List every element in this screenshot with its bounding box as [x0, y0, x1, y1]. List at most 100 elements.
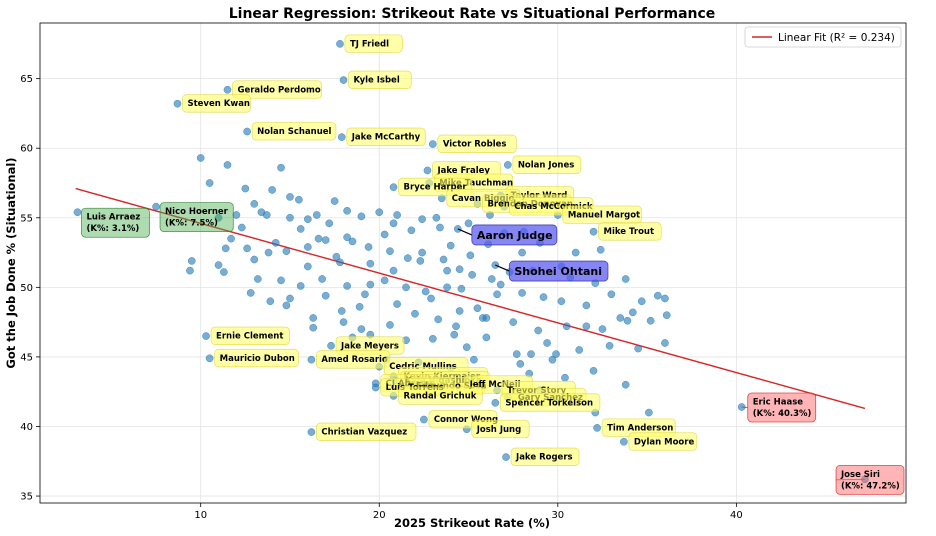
label-name: Nolan Jones: [518, 160, 575, 170]
data-point: [246, 289, 255, 297]
point-label: Ernie Clement: [210, 326, 290, 345]
label-box: [214, 348, 299, 368]
point-label: Mauricio Dubon: [214, 348, 299, 368]
point-label: Nico Hoerner (K%: 7.5%): [159, 202, 234, 233]
plot-frame: [39, 22, 907, 504]
data-point: [646, 316, 655, 325]
data-point: [434, 315, 443, 324]
data-point: [443, 283, 451, 292]
label-box: [251, 122, 337, 141]
point-label: Jose Siri(K%: 47.2%): [835, 464, 905, 495]
data-point: [343, 282, 351, 290]
data-point: [512, 350, 521, 358]
data-point: [402, 283, 410, 292]
data-point: [296, 282, 305, 290]
data-point: [227, 234, 235, 243]
data-point-labeled: [205, 354, 214, 363]
label-name: Jake McCarthy: [351, 133, 421, 143]
data-point-labeled: [503, 161, 512, 169]
data-point: [470, 355, 478, 364]
data-point: [243, 244, 251, 253]
label-box: [437, 134, 517, 153]
point-label: Luis Arraez(K%: 3.1%): [81, 207, 150, 238]
point-label: Eric Haase(K%: 40.3%): [741, 392, 817, 423]
data-point: [250, 255, 259, 264]
point-label: Victor Robles: [437, 134, 517, 153]
data-point: [439, 255, 448, 264]
data-point: [552, 350, 560, 358]
data-point: [623, 316, 632, 325]
data-point: [393, 211, 401, 219]
point-label: Josh Jung: [471, 419, 530, 439]
data-point: [361, 290, 369, 299]
data-point: [386, 247, 394, 256]
label-name: Jake Fraley: [436, 166, 490, 176]
data-point-labeled: [202, 332, 210, 340]
data-point: [464, 219, 473, 228]
chart-title: Linear Regression: Strikeout Rate vs Sit…: [229, 6, 716, 22]
data-point: [286, 213, 294, 222]
data-point-labeled: [593, 424, 601, 432]
x-tick-label: 40: [730, 510, 743, 521]
data-point: [482, 333, 491, 342]
data-point: [462, 343, 471, 352]
data-point: [348, 237, 357, 246]
data-point: [496, 280, 505, 289]
data-point: [223, 161, 232, 169]
label-note: (K%: 3.1%): [86, 224, 139, 234]
label-name: Amed Rosario: [321, 355, 388, 365]
y-tick-label: 55: [20, 213, 33, 224]
label-box: [348, 70, 412, 89]
point-label: Nolan Schanuel: [251, 122, 337, 141]
data-point: [661, 294, 669, 303]
label-box: [316, 422, 417, 441]
point-label: Christian Vazquez: [316, 422, 417, 441]
label-name: Bryce Harper: [404, 183, 468, 193]
data-point: [277, 276, 285, 285]
label-name: Victor Robles: [443, 140, 507, 150]
data-point: [214, 261, 223, 269]
data-point: [277, 163, 285, 172]
label-box: [598, 222, 662, 241]
scatter-points: [73, 40, 869, 484]
label-box: [628, 432, 698, 451]
data-point: [628, 308, 637, 317]
data-point: [268, 186, 276, 194]
label-name: Mike Trout: [604, 227, 655, 237]
data-point: [321, 236, 330, 244]
label-name: Eric Haase: [753, 398, 804, 408]
data-point: [518, 289, 526, 297]
data-point-labeled: [428, 140, 437, 148]
label-name: Nico Hoerner: [165, 207, 229, 217]
point-label: Nolan Jones: [512, 155, 582, 174]
data-point-labeled: [589, 227, 598, 236]
data-point-labeled: [371, 383, 380, 392]
data-point: [309, 314, 318, 322]
data-point: [187, 257, 196, 265]
data-point: [357, 325, 366, 333]
point-label: Shohei Ohtani: [495, 260, 609, 282]
label-name: Jake Meyers: [340, 341, 399, 351]
data-point-labeled: [336, 40, 344, 48]
data-point: [196, 154, 205, 162]
point-label: TJ Friedl: [344, 34, 403, 53]
label-name: Shohei Ohtani: [514, 265, 602, 278]
data-point: [366, 259, 375, 268]
label-box: [182, 94, 251, 113]
y-tick-label: 50: [20, 283, 33, 294]
label-box: [232, 80, 322, 99]
data-point: [330, 197, 339, 205]
regression-fit-line: [75, 187, 866, 410]
data-point: [343, 233, 351, 242]
label-name: Dylan Moore: [634, 437, 695, 447]
data-point: [296, 225, 305, 233]
data-point-labeled: [327, 341, 335, 350]
data-point: [582, 301, 591, 310]
data-point: [518, 248, 526, 257]
data-point-labeled: [502, 453, 510, 461]
data-point: [241, 184, 250, 193]
data-point-labeled: [73, 208, 82, 217]
data-point: [366, 280, 375, 289]
data-point: [386, 321, 394, 329]
data-point: [364, 243, 373, 251]
